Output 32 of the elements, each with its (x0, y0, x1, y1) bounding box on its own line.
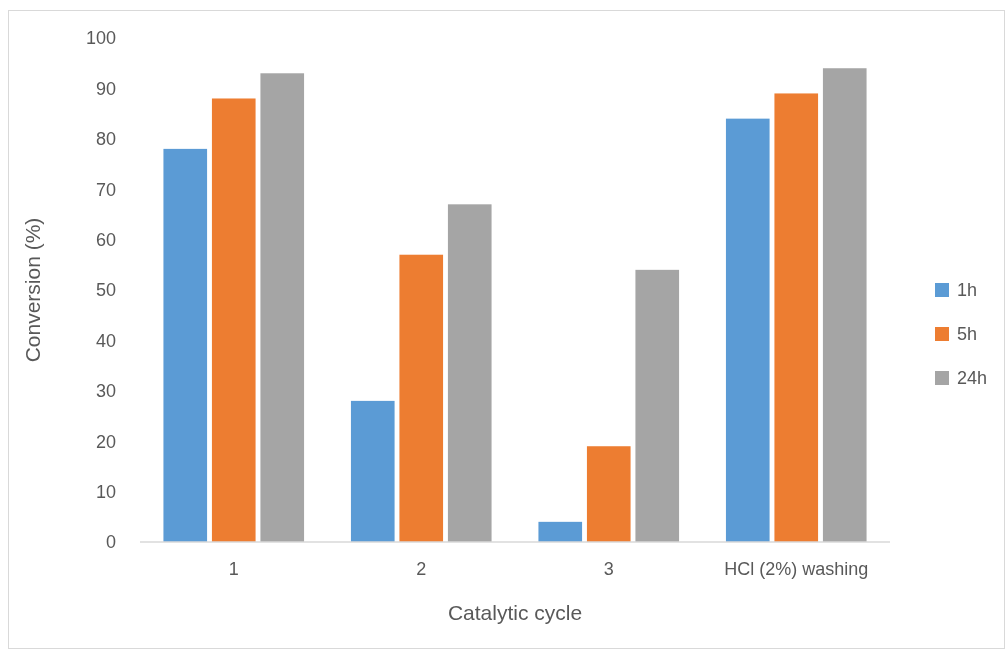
bar (725, 118, 770, 542)
bar (350, 400, 395, 542)
bar (538, 521, 583, 542)
bar (163, 148, 208, 542)
bar (260, 73, 305, 542)
y-tick-label: 50 (95, 280, 116, 301)
x-tick-label: HCl (2%) washing (724, 559, 869, 579)
bar (447, 204, 492, 542)
y-tick-label: 40 (95, 330, 116, 351)
bar (635, 269, 680, 542)
bar (774, 93, 819, 542)
bar (822, 68, 867, 542)
bar (211, 98, 256, 542)
bar (399, 254, 444, 542)
x-tick-label: 3 (603, 559, 614, 579)
y-tick-label: 20 (95, 431, 116, 452)
y-tick-label: 70 (95, 179, 116, 200)
y-tick-label: 10 (95, 481, 116, 502)
bar (586, 446, 631, 542)
y-tick-label: 0 (105, 532, 116, 553)
y-tick-label: 60 (95, 229, 116, 250)
y-tick-label: 100 (85, 28, 116, 49)
x-axis-title: Catalytic cycle (447, 601, 583, 624)
legend-label: 5h (957, 324, 978, 345)
legend-label: 24h (957, 368, 988, 389)
y-tick-label: 30 (95, 381, 116, 402)
y-tick-label: 90 (95, 78, 116, 99)
x-tick-label: 1 (228, 559, 239, 579)
y-axis-title: Conversion (%) (21, 217, 44, 363)
x-tick-label: 2 (416, 559, 427, 579)
y-tick-label: 80 (95, 129, 116, 150)
legend-label: 1h (957, 280, 978, 301)
